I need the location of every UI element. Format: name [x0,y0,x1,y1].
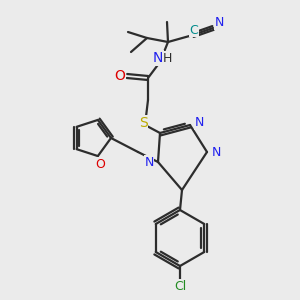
Text: S: S [139,116,147,130]
Text: H: H [162,52,172,64]
Text: Cl: Cl [174,280,186,292]
Text: N: N [144,155,154,169]
Text: N: N [194,116,204,130]
Text: C: C [190,23,198,37]
Text: N: N [214,16,224,29]
Text: N: N [153,51,163,65]
Text: N: N [211,146,221,158]
Text: O: O [95,158,105,171]
Text: O: O [115,69,125,83]
